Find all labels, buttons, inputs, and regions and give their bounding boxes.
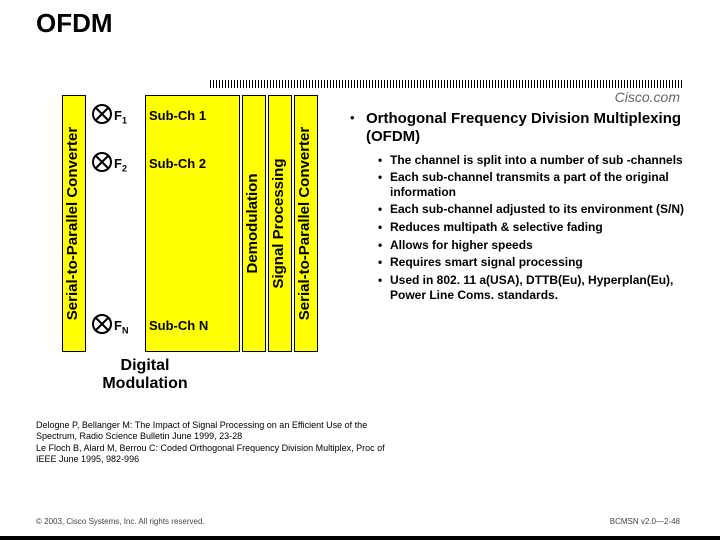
references: Delogne P, Bellanger M: The Impact of Si… (36, 420, 406, 465)
freq-label-2: F2 (114, 156, 127, 174)
sigproc-label: Signal Processing (270, 96, 287, 351)
freq-label-n: FN (114, 318, 128, 336)
header-rule (210, 80, 684, 88)
bullet-list: • Orthogonal Frequency Division Multiple… (350, 110, 690, 305)
modulator-icon (92, 152, 112, 172)
reference-line: Le Floch B, Alard M, Berrou C: Coded Ort… (36, 443, 406, 466)
subchannel-block (145, 95, 240, 352)
bullet-item: Requires smart signal processing (378, 255, 690, 270)
spc2-label: Serial-to-Parallel Converter (296, 96, 313, 351)
footer-right: BCMSN v2.0—2-48 (610, 517, 680, 526)
footer-left: © 2003, Cisco Systems, Inc. All rights r… (36, 517, 205, 526)
bullet-item: Each sub-channel adjusted to its environ… (378, 202, 690, 217)
bullet-icon: • (350, 110, 355, 126)
bullet-item: Allows for higher speeds (378, 238, 690, 253)
bullet-item: The channel is split into a number of su… (378, 153, 690, 168)
page-title: OFDM (36, 8, 113, 39)
freq-label-1: F1 (114, 108, 127, 126)
modulator-icon (92, 314, 112, 334)
slide: OFDM Cisco.com Serial-to-Parallel Conver… (0, 0, 720, 540)
bullet-item: Used in 802. 11 a(USA), DTTB(Eu), Hyperp… (378, 273, 690, 302)
modulator-icon (92, 104, 112, 124)
bullet-heading: Orthogonal Frequency Division Multiplexi… (366, 110, 690, 147)
digital-modulation-label: DigitalModulation (85, 357, 205, 393)
footer-bar (0, 536, 720, 540)
bullet-item: Reduces multipath & selective fading (378, 220, 690, 235)
brand-label: Cisco.com (615, 89, 680, 105)
bullet-item: Each sub-channel transmits a part of the… (378, 170, 690, 199)
subch-label-n: Sub-Ch N (149, 318, 208, 333)
demod-label: Demodulation (244, 96, 261, 351)
subch-label-1: Sub-Ch 1 (149, 108, 206, 123)
subch-label-2: Sub-Ch 2 (149, 156, 206, 171)
spc1-label: Serial-to-Parallel Converter (64, 96, 81, 351)
reference-line: Delogne P, Bellanger M: The Impact of Si… (36, 420, 406, 443)
